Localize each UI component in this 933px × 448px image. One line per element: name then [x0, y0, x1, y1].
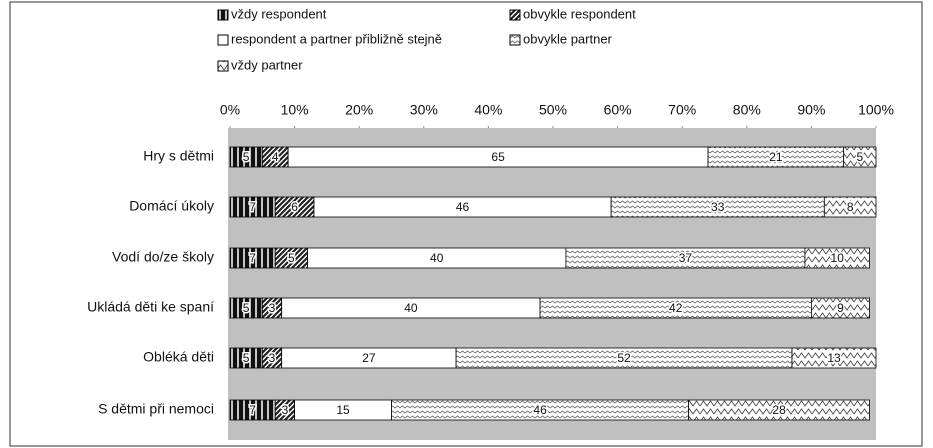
- value-label: 5: [243, 351, 250, 365]
- category-label: Vodí do/ze školy: [112, 249, 214, 265]
- legend-label: vždy respondent: [231, 6, 327, 21]
- value-label: 46: [456, 200, 470, 214]
- legend-label: respondent a partner přibližně stejně: [231, 31, 442, 46]
- value-label: 7: [249, 200, 256, 214]
- value-label: 33: [711, 200, 725, 214]
- x-tick-label: 40%: [474, 102, 502, 118]
- x-tick-label: 60%: [604, 102, 632, 118]
- category-label: Domácí úkoly: [129, 198, 214, 214]
- value-label: 9: [837, 301, 844, 315]
- value-label: 42: [669, 301, 683, 315]
- value-label: 40: [430, 251, 444, 265]
- value-label: 27: [362, 351, 376, 365]
- x-tick-label: 70%: [668, 102, 696, 118]
- legend-swatch: [217, 60, 229, 72]
- bar-segment: [791, 347, 877, 369]
- legend-label: obvykle partner: [523, 31, 613, 46]
- value-label: 21: [769, 150, 783, 164]
- bar-segment: [804, 247, 870, 269]
- value-label: 5: [857, 150, 864, 164]
- value-label: 3: [282, 403, 289, 417]
- x-tick-label: 50%: [539, 102, 567, 118]
- category-label: Ukládá děti ke spaní: [87, 299, 214, 315]
- x-tick-label: 30%: [410, 102, 438, 118]
- frame: [9, 1, 923, 447]
- bar-segment: [688, 399, 870, 421]
- plot-area: [228, 128, 876, 440]
- value-label: 46: [533, 403, 547, 417]
- bar-segment: [843, 146, 877, 168]
- value-label: 7: [249, 403, 256, 417]
- value-label: 6: [291, 200, 298, 214]
- value-label: 3: [269, 301, 276, 315]
- legend-label: obvykle respondent: [523, 6, 636, 21]
- value-label: 28: [772, 403, 786, 417]
- bar-segment: [811, 297, 870, 319]
- value-label: 15: [336, 403, 350, 417]
- x-tick-label: 90%: [797, 102, 825, 118]
- x-tick-label: 0%: [220, 102, 240, 118]
- legend-label: vždy partner: [231, 57, 303, 72]
- value-label: 7: [249, 251, 256, 265]
- value-label: 4: [272, 150, 279, 164]
- value-label: 5: [288, 251, 295, 265]
- x-tick-label: 10%: [281, 102, 309, 118]
- category-label: Hry s dětmi: [143, 148, 214, 164]
- legend-swatch: [217, 34, 229, 46]
- x-tick-label: 100%: [858, 102, 894, 118]
- value-label: 10: [831, 251, 845, 265]
- legend-swatch: [509, 9, 521, 21]
- category-label: Obléká děti: [143, 349, 214, 365]
- value-label: 52: [617, 351, 631, 365]
- value-label: 37: [679, 251, 693, 265]
- legend-swatch: [217, 9, 229, 21]
- value-label: 13: [827, 351, 841, 365]
- x-tick-label: 20%: [345, 102, 373, 118]
- value-label: 5: [243, 301, 250, 315]
- value-label: 5: [243, 150, 250, 164]
- bar-segment: [823, 196, 877, 218]
- value-label: 8: [847, 200, 854, 214]
- x-tick-label: 80%: [733, 102, 761, 118]
- value-label: 40: [404, 301, 418, 315]
- value-label: 65: [491, 150, 505, 164]
- legend-swatch: [509, 34, 521, 46]
- value-label: 3: [269, 351, 276, 365]
- category-label: S dětmi při nemoci: [98, 401, 214, 417]
